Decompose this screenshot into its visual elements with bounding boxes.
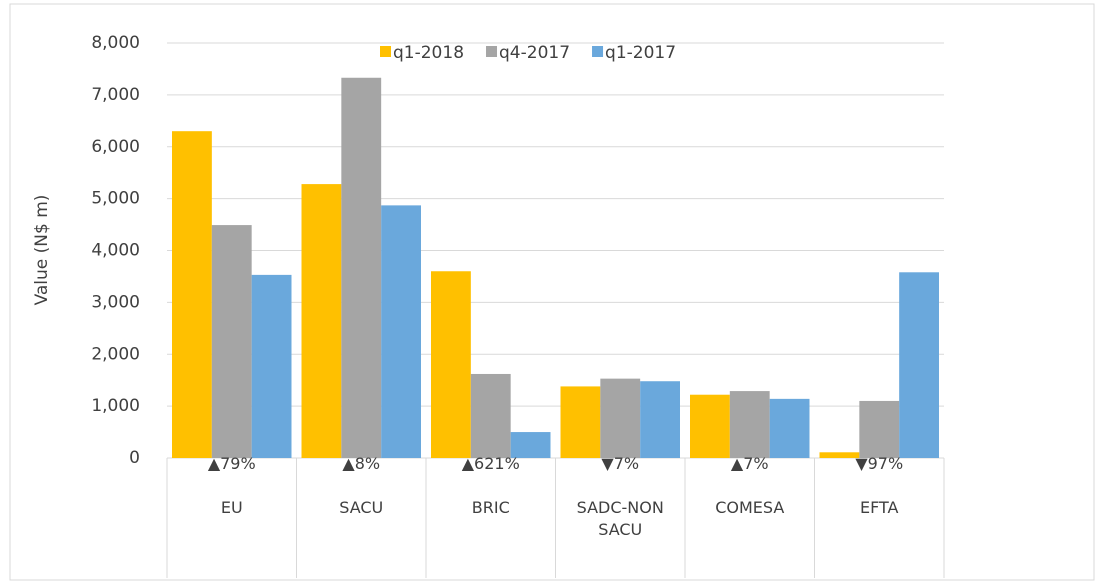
bar <box>510 432 551 458</box>
bar <box>819 452 860 458</box>
bar <box>600 378 641 458</box>
y-axis-label: Value (N$ m) <box>32 195 52 306</box>
legend-label: q4-2017 <box>499 43 570 63</box>
y-tick-label: 6,000 <box>91 137 140 157</box>
bar <box>859 400 900 458</box>
x-tick-label: COMESA <box>715 498 785 517</box>
bar <box>729 391 770 458</box>
bar <box>431 271 471 458</box>
change-label: ▼97% <box>855 454 904 473</box>
bar <box>769 398 810 458</box>
change-label: ▲8% <box>342 454 381 473</box>
bar <box>690 394 730 458</box>
y-tick-label: 3,000 <box>91 292 140 312</box>
bar <box>640 381 680 458</box>
bar <box>251 274 292 458</box>
y-tick-label: 7,000 <box>91 85 140 105</box>
bar <box>301 184 342 458</box>
y-tick-label: 2,000 <box>91 344 140 364</box>
bar <box>172 131 212 458</box>
legend-swatch <box>380 46 391 57</box>
y-tick-label: 5,000 <box>91 189 140 209</box>
y-tick-label: 8,000 <box>91 33 140 53</box>
bar <box>899 272 939 458</box>
legend-label: q1-2017 <box>605 43 676 63</box>
legend-swatch <box>592 46 604 57</box>
bar <box>560 386 601 458</box>
y-tick-label: 0 <box>129 448 140 468</box>
legend-swatch <box>486 46 498 57</box>
y-tick-label: 4,000 <box>91 241 140 261</box>
y-tick-label: 1,000 <box>91 396 140 416</box>
legend-label: q1-2018 <box>393 43 464 63</box>
change-label: ▼7% <box>601 454 640 473</box>
bar <box>211 225 252 458</box>
change-label: ▲7% <box>730 454 769 473</box>
bar <box>470 373 511 458</box>
change-label: ▲621% <box>461 454 520 473</box>
change-label: ▲79% <box>207 454 256 473</box>
x-tick-label: EU <box>220 498 243 517</box>
x-tick-label: SADC-NON SACU <box>576 498 664 539</box>
x-tick-label: EFTA <box>859 498 899 517</box>
bar <box>341 77 382 458</box>
bar <box>381 205 421 458</box>
x-tick-label: BRIC <box>471 498 510 517</box>
chart-border <box>9 3 1095 581</box>
x-tick-label: SACU <box>339 498 384 517</box>
